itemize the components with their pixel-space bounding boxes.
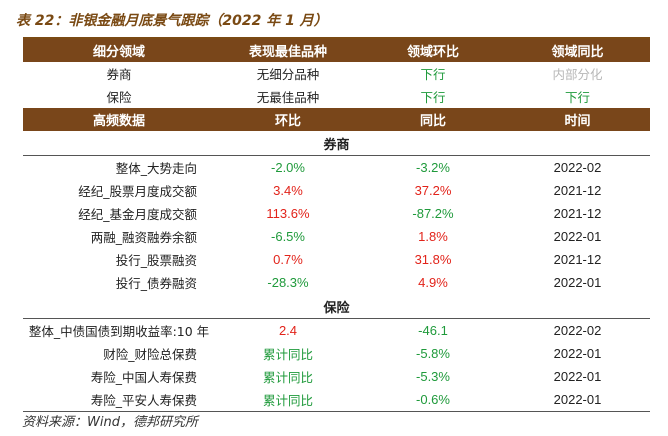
mom-cell: 3.4% <box>273 183 303 198</box>
table-row: 寿险_平安人寿保费 累计同比 -0.6% 2022-01 <box>23 388 650 411</box>
col-header-mom: 领域环比 <box>361 39 505 62</box>
table-row: 保险 无最佳品种 下行 下行 <box>23 85 650 108</box>
yoy-cell: 内部分化 <box>552 67 603 82</box>
mom-cell: -6.5% <box>271 229 305 244</box>
metric-cell: 整体_中债国债到期收益率:10 年 <box>28 324 210 339</box>
mom-cell: 累计同比 <box>262 347 313 362</box>
detail-header-row: 高频数据 环比 同比 时间 <box>23 108 650 131</box>
mom-cell: 累计同比 <box>262 370 313 385</box>
date-cell: 2022-02 <box>553 323 602 338</box>
section-header-broker: 券商 <box>23 131 650 156</box>
domain-cell: 保险 <box>106 90 132 105</box>
section-title: 券商 <box>23 131 650 156</box>
metric-cell: 两融_融资融券余额 <box>90 230 197 245</box>
table-row: 财险_财险总保费 累计同比 -5.8% 2022-01 <box>23 342 650 365</box>
yoy-cell: 31.8% <box>414 252 452 267</box>
date-cell: 2022-01 <box>553 275 602 290</box>
mom-cell: -2.0% <box>271 160 305 175</box>
date-cell: 2022-01 <box>553 369 602 384</box>
yoy-cell: 1.8% <box>418 229 448 244</box>
yoy-cell: 37.2% <box>414 183 452 198</box>
mom-cell: 0.7% <box>273 252 303 267</box>
metric-cell: 寿险_平安人寿保费 <box>90 393 197 408</box>
col-header-yoy: 领域同比 <box>505 39 650 62</box>
metric-cell: 整体_大势走向 <box>115 161 197 176</box>
section-header-insurance: 保险 <box>23 294 650 319</box>
mom-cell: 2.4 <box>278 323 298 338</box>
section-title: 保险 <box>23 294 650 319</box>
yoy-cell: -3.2% <box>416 160 450 175</box>
yoy-cell: -5.8% <box>416 346 450 361</box>
source-note: 资料来源：Wind，德邦研究所 <box>22 415 198 430</box>
metric-cell: 寿险_中国人寿保费 <box>90 370 197 385</box>
mom-cell: 113.6% <box>266 206 310 221</box>
yoy-cell: -5.3% <box>416 369 450 384</box>
yoy-cell: 4.9% <box>418 275 448 290</box>
col-header-date: 时间 <box>505 108 650 131</box>
top-rule <box>23 37 650 39</box>
date-cell: 2022-01 <box>553 346 602 361</box>
table-row: 整体_中债国债到期收益率:10 年 2.4 -46.1 2022-02 <box>23 319 650 343</box>
metric-cell: 经纪_股票月度成交额 <box>78 184 197 199</box>
yoy-cell: -0.6% <box>416 392 450 407</box>
table-row: 经纪_基金月度成交额 113.6% -87.2% 2021-12 <box>23 202 650 225</box>
mom-cell: -28.3% <box>267 275 309 290</box>
domain-cell: 券商 <box>106 67 132 82</box>
summary-table: 细分领域 表现最佳品种 领域环比 领域同比 券商 无细分品种 下行 内部分化 保… <box>23 39 650 411</box>
metric-cell: 财险_财险总保费 <box>103 347 197 362</box>
summary-header-row: 细分领域 表现最佳品种 领域环比 领域同比 <box>23 39 650 62</box>
mom-cell: 下行 <box>420 67 446 82</box>
date-cell: 2022-01 <box>553 392 602 407</box>
date-cell: 2021-12 <box>553 252 602 267</box>
metric-cell: 投行_股票融资 <box>115 253 197 268</box>
date-cell: 2021-12 <box>553 183 602 198</box>
yoy-cell: -87.2% <box>412 206 454 221</box>
metric-cell: 投行_债券融资 <box>115 276 197 291</box>
date-cell: 2022-01 <box>553 229 602 244</box>
metric-cell: 经纪_基金月度成交额 <box>78 207 197 222</box>
table-row: 券商 无细分品种 下行 内部分化 <box>23 62 650 85</box>
best-cell: 无最佳品种 <box>256 90 320 105</box>
yoy-cell: -46.1 <box>418 323 448 338</box>
col-header-domain: 细分领域 <box>23 39 215 62</box>
col-header-best: 表现最佳品种 <box>215 39 361 62</box>
mom-cell: 下行 <box>420 90 446 105</box>
table-row: 寿险_中国人寿保费 累计同比 -5.3% 2022-01 <box>23 365 650 388</box>
table-caption: 表 22：非银金融月底景气跟踪（2022 年 1 月） <box>16 13 328 29</box>
bottom-rule <box>23 411 650 412</box>
col-header-metric: 高频数据 <box>23 108 215 131</box>
best-cell: 无细分品种 <box>256 67 320 82</box>
table-row: 两融_融资融券余额 -6.5% 1.8% 2022-01 <box>23 225 650 248</box>
date-cell: 2022-02 <box>553 160 602 175</box>
table-row: 经纪_股票月度成交额 3.4% 37.2% 2021-12 <box>23 179 650 202</box>
sentiment-table: 细分领域 表现最佳品种 领域环比 领域同比 券商 无细分品种 下行 内部分化 保… <box>23 37 650 412</box>
table-row: 投行_债券融资 -28.3% 4.9% 2022-01 <box>23 271 650 294</box>
yoy-cell: 下行 <box>564 90 590 105</box>
date-cell: 2021-12 <box>553 206 602 221</box>
table-row: 投行_股票融资 0.7% 31.8% 2021-12 <box>23 248 650 271</box>
table-row: 整体_大势走向 -2.0% -3.2% 2022-02 <box>23 156 650 180</box>
col-header-yoy: 同比 <box>361 108 505 131</box>
mom-cell: 累计同比 <box>262 393 313 408</box>
col-header-mom: 环比 <box>215 108 361 131</box>
